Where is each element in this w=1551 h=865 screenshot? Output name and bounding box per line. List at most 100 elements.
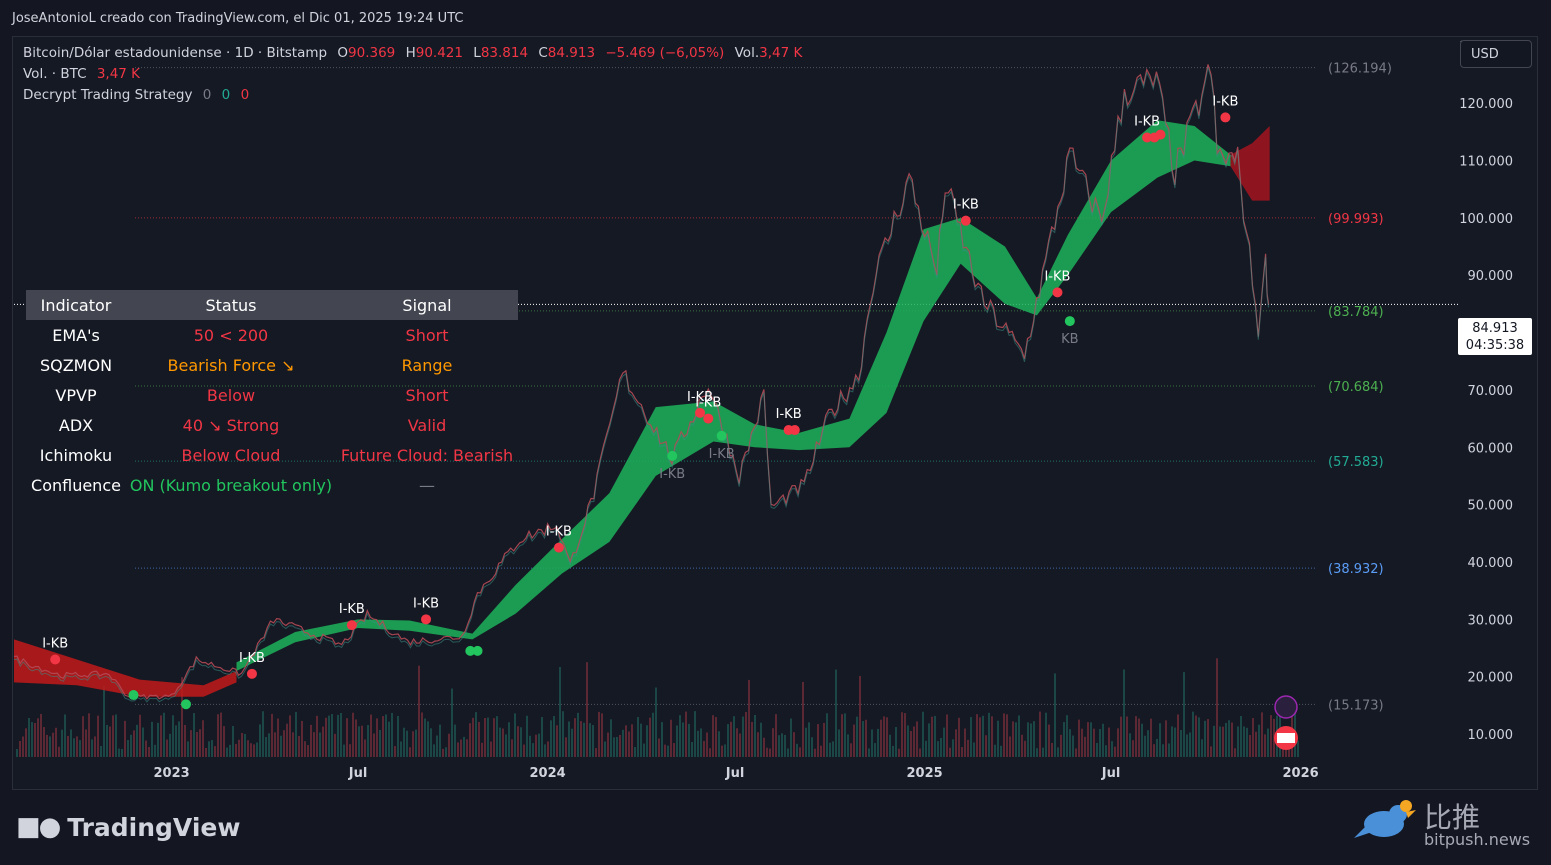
volume-bar [853,724,855,757]
volume-bar [877,728,879,757]
row-signal: Short [405,325,449,345]
volume-label: Vol. [734,45,760,61]
volume-bar [1132,740,1134,757]
volume-bar [262,711,264,757]
volume-bar [277,718,279,757]
x-tick-label: 2025 [907,766,943,781]
volume-bar [823,723,825,757]
volume-bar [1126,716,1128,757]
volume-bar [442,748,444,757]
volume-bar [607,732,609,757]
volume-bar [628,731,630,757]
volume-bar [361,725,363,757]
volume-bar [1048,724,1050,757]
volume-bar [736,728,738,757]
sell-signal-marker [246,668,257,679]
volume-bar [295,711,297,757]
volume-bar [22,736,24,757]
volume-legend[interactable]: Vol. · BTC 3,47 K [23,66,140,82]
volume-bar [91,739,93,757]
volume-bar [451,688,453,757]
volume-bar [25,728,27,757]
volume-bar [1213,725,1215,757]
volume-bar [193,713,195,757]
signal-label: I-KB [413,596,439,611]
volume-bar [991,716,993,757]
volume-bar [304,741,306,757]
volume-bar [757,732,759,757]
y-tick-label: 20.000 [1468,671,1514,686]
volume-bar [127,739,129,757]
volume-bar [1261,712,1263,757]
y-tick-label: 120.000 [1459,97,1513,112]
volume-bar [259,724,261,757]
volume-bar [223,726,225,757]
volume-bar [493,718,495,757]
volume-bar [385,714,387,757]
volume-bar [514,713,516,757]
symbol-label[interactable]: Bitcoin/Dólar estadounidense · 1D · Bits… [23,45,328,61]
row-signal: Short [405,385,449,405]
volume-bar [118,748,120,757]
volume-bar [790,718,792,757]
volume-bar [586,662,588,757]
volume-bar [727,724,729,757]
volume-bar [439,724,441,757]
volume-bar [655,687,657,757]
volume-bar [247,740,249,757]
bird-icon [1354,800,1416,838]
volume-bar [409,747,411,757]
tradingview-logo[interactable]: ■● TradingView [16,812,240,842]
volume-bar [745,712,747,757]
strategy-legend[interactable]: Decrypt Trading Strategy 0 0 0 [23,87,249,103]
open-label: O [337,45,349,61]
volume-bar [874,743,876,757]
volume-bar [559,666,561,757]
signal-label: I-KB [42,636,68,651]
volume-bar [799,747,801,757]
volume-bar [1114,746,1116,757]
volume-bar [52,732,54,757]
table-row: EMA's 50 < 200 Short [26,320,518,350]
x-tick-label: 2023 [154,766,190,781]
currency-button[interactable]: USD [1460,40,1532,68]
volume-bar [1249,735,1251,757]
volume-bar [232,726,234,757]
volume-bar [343,744,345,757]
row-indicator: ADX [58,415,94,435]
volume-bar [562,711,564,757]
sell-signal-marker [960,215,971,226]
volume-bar [556,725,558,757]
volume-bar [37,718,39,757]
signal-label: I-KB [1134,115,1160,130]
volume-bar [421,712,423,757]
volume-bar [1021,734,1023,757]
chart-panel[interactable] [12,36,1538,790]
volume-bar [235,743,237,757]
volume-bar [670,719,672,757]
volume-bar [862,721,864,757]
volume-bar [397,715,399,757]
row-signal: — [419,475,435,495]
volume-bar [601,713,603,757]
volume-bar [532,743,534,757]
volume-bar [1270,715,1272,757]
volume-bar [115,714,117,757]
volume-bar [841,714,843,757]
volume-bar [106,724,108,757]
volume-bar [298,735,300,757]
volume-bar [154,744,156,757]
volume-bar [1189,732,1191,757]
volume-bar [181,677,183,757]
x-tick-label: Jul [348,766,368,781]
signal-label: I-KB [695,396,721,411]
volume-bar [883,716,885,757]
volume-bar [649,717,651,757]
volume-bar [625,725,627,757]
volume-bar [1003,713,1005,757]
volume-bar [931,716,933,757]
volume-bar [673,743,675,757]
volume-bar [934,715,936,757]
volume-bar [553,716,555,757]
